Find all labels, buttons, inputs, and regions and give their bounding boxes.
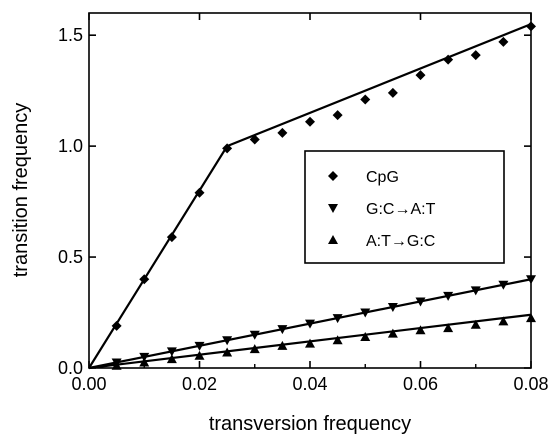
data-point-series-1: [194, 187, 205, 198]
data-point-series-3: [139, 357, 150, 367]
data-point-series-3: [443, 323, 454, 333]
data-point-series-1: [305, 116, 315, 127]
data-point-series-3: [305, 338, 315, 348]
data-point-series-1: [387, 87, 398, 98]
axis-ticks: 0.00 0.02 0.04 0.06 0.08 0.0 0.5 1.0 1.5: [58, 13, 549, 394]
data-point-series-3: [277, 340, 288, 350]
data-point-series-3: [166, 354, 177, 364]
legend-marker-series-3: [328, 235, 338, 244]
data-point-series-3: [498, 316, 509, 326]
legend-box: [304, 150, 505, 264]
data-point-series-2: [305, 319, 315, 329]
data-point-series-3: [249, 344, 260, 354]
y-tick-label: 1.0: [58, 136, 83, 156]
data-point-series-3: [360, 331, 371, 341]
legend: CpG G:C→A:T A:T→G:C: [304, 150, 505, 264]
data-point-series-3: [415, 325, 426, 335]
x-tick-label: 0.06: [403, 374, 438, 394]
data-point-series-1: [166, 232, 177, 243]
data-points: [111, 21, 536, 370]
data-point-series-2: [415, 297, 426, 307]
data-point-series-3: [222, 347, 233, 357]
y-axis-label: transition frequency: [10, 103, 32, 278]
legend-marker-series-2: [328, 204, 338, 213]
legend-label-series-3: A:T→G:C: [366, 233, 435, 250]
data-point-series-2: [360, 308, 371, 318]
legend-marker-series-1: [328, 171, 338, 181]
x-axis-label: transversion frequency: [209, 413, 411, 435]
data-point-series-3: [387, 328, 398, 338]
data-point-series-3: [332, 335, 343, 345]
data-point-series-1: [470, 50, 481, 61]
data-point-series-1: [277, 127, 288, 138]
x-tick-label: 0.04: [292, 374, 327, 394]
data-point-series-1: [139, 274, 150, 285]
x-tick-label: 0.00: [71, 374, 106, 394]
y-tick-label: 0.0: [58, 358, 83, 378]
data-point-series-1: [360, 94, 371, 105]
data-point-series-1: [415, 70, 426, 81]
data-point-series-3: [470, 319, 481, 329]
data-point-series-2: [222, 336, 233, 346]
data-point-series-2: [249, 330, 260, 340]
data-point-series-2: [498, 280, 509, 290]
legend-label-series-2: G:C→A:T: [366, 201, 436, 218]
data-point-series-2: [166, 347, 177, 357]
x-tick-label: 0.08: [513, 374, 548, 394]
data-point-series-2: [277, 325, 288, 335]
data-point-series-1: [249, 134, 260, 145]
data-point-series-2: [139, 352, 150, 362]
y-tick-label: 1.5: [58, 25, 83, 45]
x-tick-label: 0.02: [182, 374, 217, 394]
data-point-series-1: [111, 320, 122, 331]
data-point-series-2: [470, 286, 481, 296]
data-point-series-3: [194, 350, 205, 360]
legend-label-series-1: CpG: [366, 169, 399, 186]
data-point-series-1: [222, 143, 233, 154]
data-point-series-2: [194, 341, 205, 351]
data-point-series-1: [332, 110, 343, 121]
data-point-series-2: [332, 314, 343, 324]
data-point-series-2: [387, 302, 398, 312]
y-tick-label: 0.5: [58, 247, 83, 267]
data-point-series-1: [443, 54, 454, 65]
data-point-series-1: [498, 36, 509, 47]
data-point-series-2: [443, 291, 454, 301]
